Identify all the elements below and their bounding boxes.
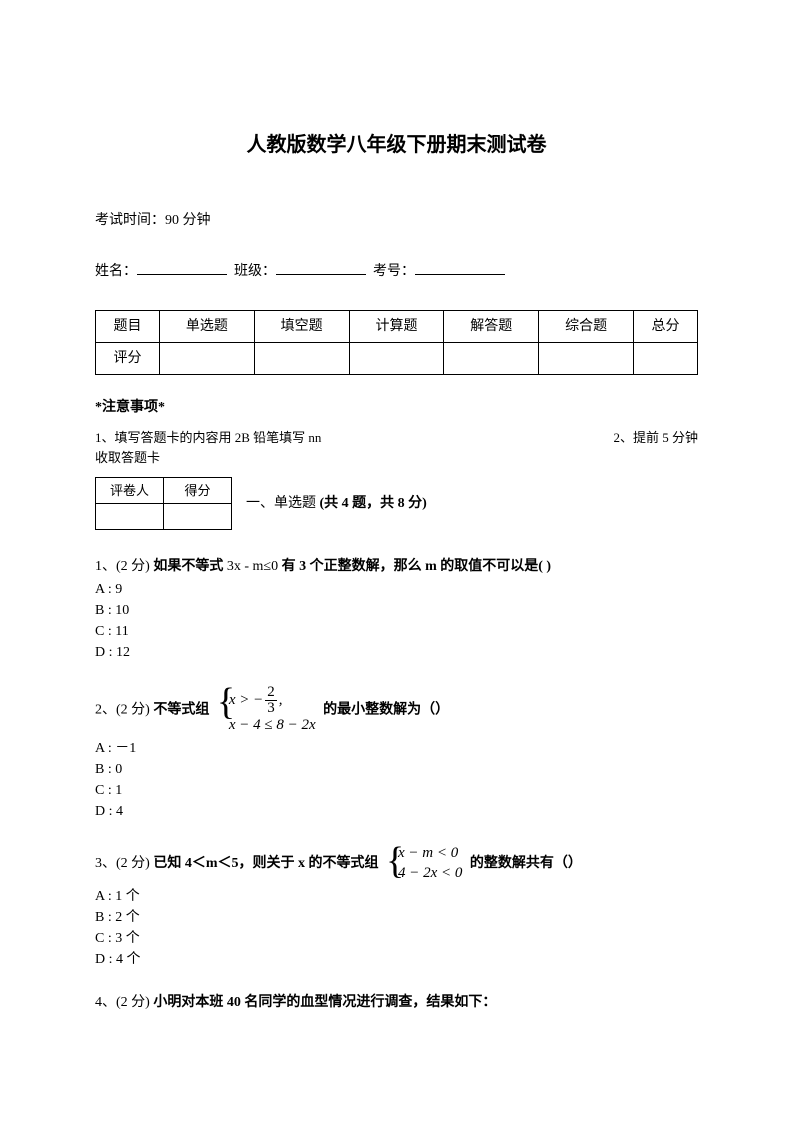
class-blank[interactable]	[276, 259, 366, 275]
q1-stem-b: 有 3 个正整数解，那么 m 的取值不可以是( )	[278, 559, 551, 574]
examno-blank[interactable]	[415, 259, 505, 275]
score-col-0: 题目	[96, 311, 160, 343]
q1-math: 3x - m≤0	[227, 559, 278, 574]
brace-icon: {	[217, 683, 235, 721]
grader-col-2: 得分	[164, 478, 232, 504]
q2-opt-a: A : －1	[95, 738, 698, 759]
exam-time-value: 90 分钟	[165, 213, 211, 228]
score-col-2: 填空题	[254, 311, 349, 343]
q4-stem: 小明对本班 40 名同学的血型情况进行调查，结果如下：	[153, 995, 496, 1010]
q1-stem-a: 如果不等式	[153, 559, 227, 574]
exam-time: 考试时间：90 分钟	[95, 210, 698, 231]
grader-col-1: 评卷人	[96, 478, 164, 504]
question-3: 3、(2 分) 已知 4＜m＜5，则关于 x 的不等式组 { x − m < 0…	[95, 844, 698, 970]
grader-cell-1[interactable]	[96, 504, 164, 530]
q2-opt-d: D : 4	[95, 801, 698, 822]
q2-stem-b: 的最小整数解为（）	[323, 703, 449, 718]
notice-item-1: 1、填写答题卡的内容用 2B 铅笔填写 nn	[95, 428, 321, 448]
notice-body: 1、填写答题卡的内容用 2B 铅笔填写 nn 2、提前 5 分钟 收取答题卡	[95, 428, 698, 467]
q2-system: { x > −23, x − 4 ≤ 8 − 2x	[217, 685, 316, 736]
score-header-row: 题目 单选题 填空题 计算题 解答题 综合题 总分	[96, 311, 698, 343]
score-col-1: 单选题	[159, 311, 254, 343]
q1-opt-b: B : 10	[95, 600, 698, 621]
score-row-label: 评分	[96, 343, 160, 375]
question-4: 4、(2 分) 小明对本班 40 名同学的血型情况进行调查，结果如下：	[95, 992, 698, 1013]
q2-frac-num: 2	[265, 685, 277, 701]
name-blank[interactable]	[137, 259, 227, 275]
question-2: 2、(2 分) 不等式组 { x > −23, x − 4 ≤ 8 − 2x 的…	[95, 685, 698, 822]
page-title: 人教版数学八年级下册期末测试卷	[95, 130, 698, 160]
score-cell-6[interactable]	[634, 343, 698, 375]
notice-item-2-part2: 收取答题卡	[95, 448, 698, 468]
score-cell-5[interactable]	[539, 343, 634, 375]
q3-sys-line2: 4 − 2x < 0	[398, 864, 462, 884]
question-1: 1、(2 分) 如果不等式 3x - m≤0 有 3 个正整数解，那么 m 的取…	[95, 556, 698, 663]
name-label: 姓名：	[95, 264, 137, 279]
q2-frac-den: 3	[265, 701, 277, 716]
q3-opt-d: D : 4 个	[95, 949, 698, 970]
exam-time-label: 考试时间：	[95, 213, 165, 228]
q1-prefix: 1、(2 分)	[95, 559, 153, 574]
class-label: 班级：	[234, 264, 276, 279]
score-cell-2[interactable]	[254, 343, 349, 375]
score-col-5: 综合题	[539, 311, 634, 343]
q4-prefix: 4、(2 分)	[95, 995, 153, 1010]
q2-prefix: 2、(2 分)	[95, 703, 153, 718]
section-1-prefix: 一、单选题	[246, 496, 320, 511]
q3-stem-b: 的整数解共有（）	[470, 856, 582, 871]
score-value-row: 评分	[96, 343, 698, 375]
q3-opt-b: B : 2 个	[95, 907, 698, 928]
score-table: 题目 单选题 填空题 计算题 解答题 综合题 总分 评分	[95, 310, 698, 375]
section-1-label: 一、单选题 (共 4 题，共 8 分)	[246, 493, 427, 514]
grader-cell-2[interactable]	[164, 504, 232, 530]
section-1-detail: (共 4 题，共 8 分)	[320, 496, 427, 511]
notice-heading: *注意事项*	[95, 397, 698, 418]
q3-sys-line1: x − m < 0	[398, 844, 462, 864]
q2-opt-c: C : 1	[95, 780, 698, 801]
q1-opt-d: D : 12	[95, 642, 698, 663]
q2-stem-a: 不等式组	[153, 703, 213, 718]
q2-opt-b: B : 0	[95, 759, 698, 780]
examno-label: 考号：	[373, 264, 415, 279]
q3-opt-a: A : 1 个	[95, 886, 698, 907]
q2-sys-line2: x − 4 ≤ 8 − 2x	[229, 716, 316, 736]
q1-opt-a: A : 9	[95, 579, 698, 600]
score-cell-4[interactable]	[444, 343, 539, 375]
score-col-3: 计算题	[349, 311, 444, 343]
section-1-header: 评卷人 得分 一、单选题 (共 4 题，共 8 分)	[95, 477, 698, 530]
q3-opt-c: C : 3 个	[95, 928, 698, 949]
q3-prefix: 3、(2 分)	[95, 856, 153, 871]
brace-icon: {	[386, 842, 404, 880]
score-col-6: 总分	[634, 311, 698, 343]
score-cell-3[interactable]	[349, 343, 444, 375]
grader-table: 评卷人 得分	[95, 477, 232, 530]
notice-item-2-part1: 2、提前 5 分钟	[613, 428, 698, 448]
score-cell-1[interactable]	[159, 343, 254, 375]
q1-opt-c: C : 11	[95, 621, 698, 642]
q2-sys-line1-b: ,	[279, 692, 283, 708]
q3-stem-a: 已知 4＜m＜5，则关于 x 的不等式组	[153, 856, 382, 871]
student-fields: 姓名： 班级： 考号：	[95, 259, 698, 282]
score-col-4: 解答题	[444, 311, 539, 343]
q3-system: { x − m < 0 4 − 2x < 0	[386, 844, 462, 884]
